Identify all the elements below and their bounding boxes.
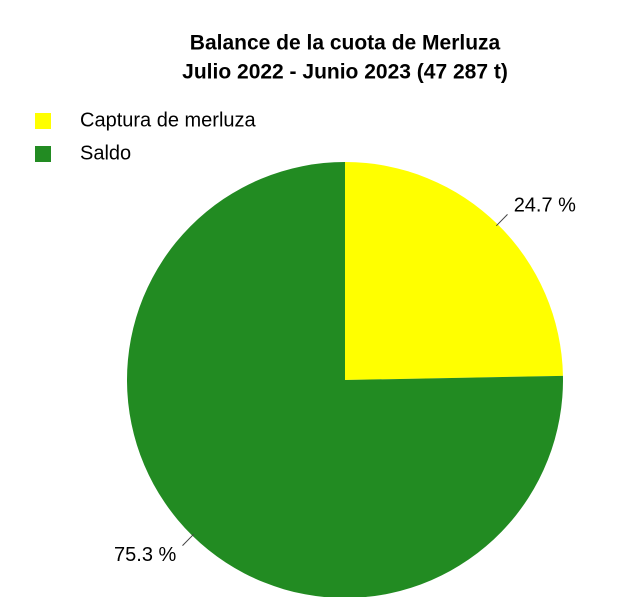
leader-line — [182, 533, 195, 546]
legend-label: Captura de merluza — [80, 109, 257, 131]
data-label: 75.3 % — [114, 544, 176, 566]
data-label: 24.7 % — [514, 194, 576, 216]
legend-swatch — [35, 113, 51, 129]
chart-subtitle: Julio 2022 - Junio 2023 (47 287 t) — [182, 61, 508, 84]
leader-line — [495, 214, 508, 227]
legend-swatch — [35, 146, 51, 162]
pie-slice — [127, 162, 563, 597]
chart-title: Balance de la cuota de Merluza — [190, 32, 501, 55]
pie-slice — [345, 162, 563, 380]
legend-label: Saldo — [80, 142, 131, 164]
